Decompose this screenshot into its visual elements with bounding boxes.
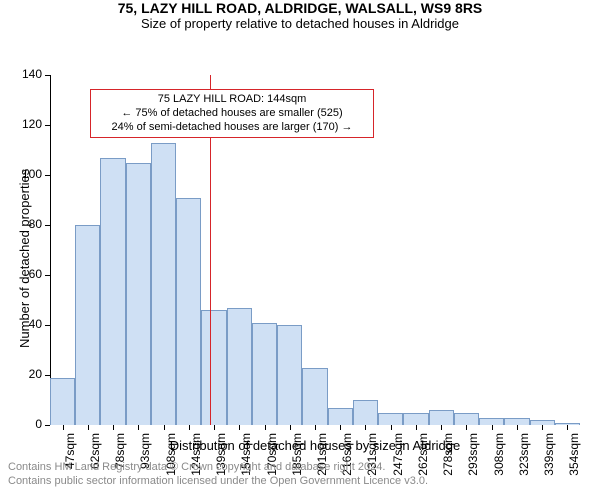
annotation-line: ← 75% of detached houses are smaller (52… (97, 107, 367, 121)
y-tick-label: 80 (29, 217, 42, 231)
x-axis-label: Distribution of detached houses by size … (50, 438, 580, 453)
x-tick (567, 425, 568, 430)
y-tick (45, 275, 50, 276)
x-tick (265, 425, 266, 430)
x-tick (189, 425, 190, 430)
histogram-bar (201, 310, 226, 425)
x-tick (290, 425, 291, 430)
y-tick (45, 375, 50, 376)
x-tick (138, 425, 139, 430)
x-tick (340, 425, 341, 430)
y-axis-line (50, 75, 51, 425)
histogram-bar (176, 198, 201, 426)
histogram-bar (302, 368, 327, 426)
y-tick (45, 425, 50, 426)
x-tick (63, 425, 64, 430)
histogram-bar (479, 418, 504, 426)
footer-text: Contains HM Land Registry data © Crown c… (8, 460, 428, 489)
y-tick-label: 140 (22, 67, 42, 81)
plot-area: Number of detached properties02040608010… (50, 75, 580, 425)
x-tick (239, 425, 240, 430)
x-tick (113, 425, 114, 430)
x-tick (315, 425, 316, 430)
histogram-bar (277, 325, 302, 425)
histogram-bar (429, 410, 454, 425)
histogram-bar (126, 163, 151, 426)
footer-line: Contains HM Land Registry data © Crown c… (8, 460, 428, 474)
histogram-bar (227, 308, 252, 426)
x-tick (542, 425, 543, 430)
x-tick (492, 425, 493, 430)
histogram-bar (252, 323, 277, 426)
x-tick (88, 425, 89, 430)
y-tick-label: 40 (29, 317, 42, 331)
x-tick (517, 425, 518, 430)
y-tick (45, 125, 50, 126)
y-tick (45, 175, 50, 176)
x-tick (214, 425, 215, 430)
y-tick-label: 0 (35, 417, 42, 431)
chart-title: 75, LAZY HILL ROAD, ALDRIDGE, WALSALL, W… (0, 0, 600, 16)
histogram-bar (151, 143, 176, 426)
y-tick-label: 20 (29, 367, 42, 381)
y-tick-label: 60 (29, 267, 42, 281)
footer-line: Contains public sector information licen… (8, 474, 428, 488)
y-tick (45, 225, 50, 226)
histogram-bar (328, 408, 353, 426)
histogram-bar (403, 413, 428, 426)
x-tick (441, 425, 442, 430)
y-tick (45, 75, 50, 76)
y-tick-label: 120 (22, 117, 42, 131)
histogram-bar (454, 413, 479, 426)
chart-subtitle: Size of property relative to detached ho… (0, 16, 600, 31)
histogram-bar (353, 400, 378, 425)
annotation-line: 24% of semi-detached houses are larger (… (97, 121, 367, 135)
annotation-line: 75 LAZY HILL ROAD: 144sqm (97, 93, 367, 107)
annotation-box: 75 LAZY HILL ROAD: 144sqm← 75% of detach… (90, 89, 374, 138)
histogram-bar (50, 378, 75, 426)
histogram-bar (100, 158, 125, 426)
x-tick (416, 425, 417, 430)
histogram-bar (378, 413, 403, 426)
histogram-bar (504, 418, 529, 426)
x-tick (391, 425, 392, 430)
x-tick (164, 425, 165, 430)
x-tick (466, 425, 467, 430)
y-tick-label: 100 (22, 167, 42, 181)
x-tick (365, 425, 366, 430)
y-tick (45, 325, 50, 326)
histogram-bar (75, 225, 100, 425)
